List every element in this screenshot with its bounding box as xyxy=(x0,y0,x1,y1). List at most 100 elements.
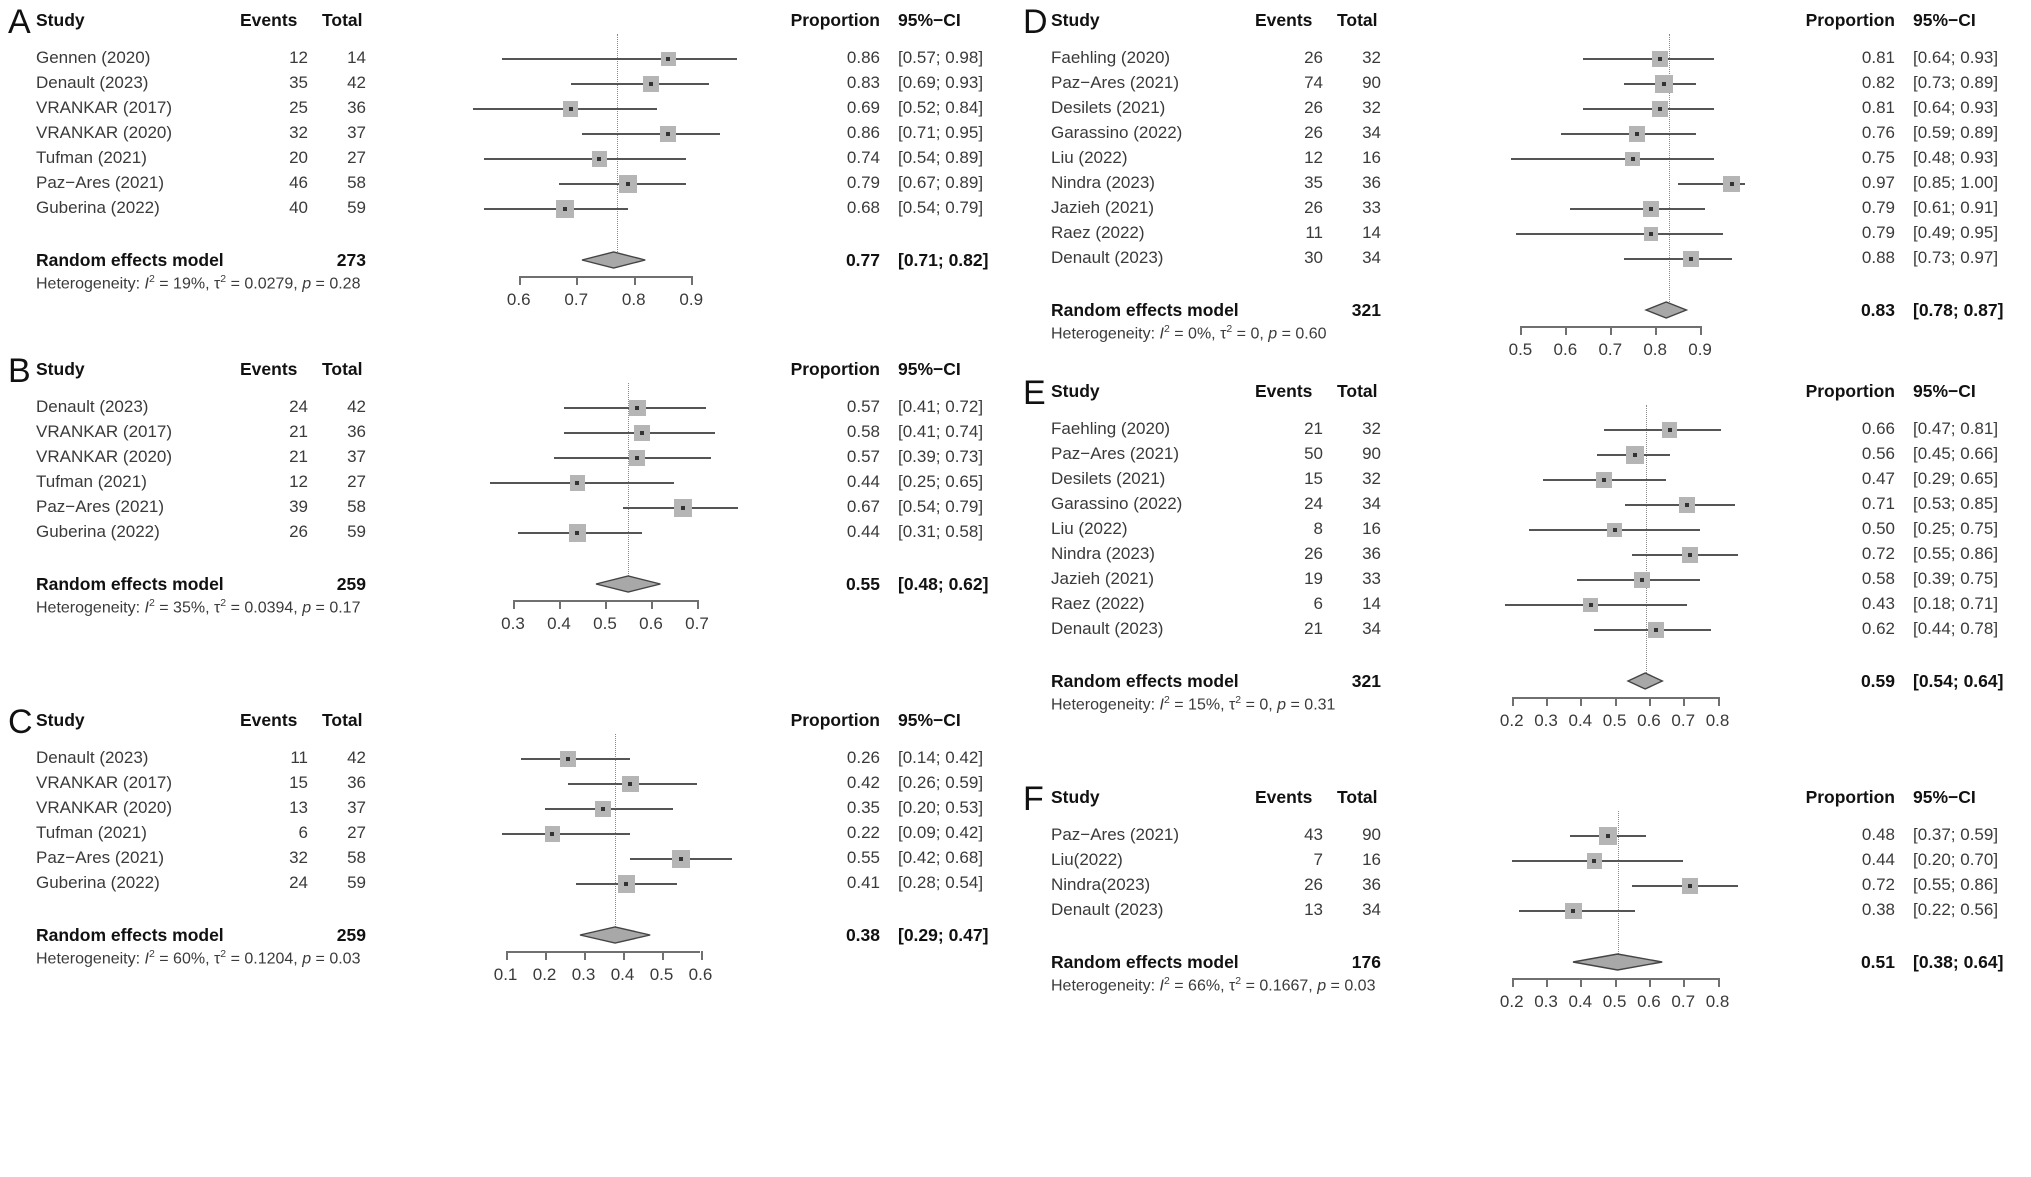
proportion-value: 0.26 xyxy=(846,748,880,767)
study-name: Guberina (2022) xyxy=(36,522,160,541)
effect-point xyxy=(1688,884,1693,888)
effect-point xyxy=(1648,207,1653,211)
effect-point xyxy=(565,757,570,761)
proportion-value: 0.79 xyxy=(846,173,880,192)
total-value: 32 xyxy=(1362,469,1381,488)
axis-tick-label: 0.9 xyxy=(679,290,704,309)
events-value: 12 xyxy=(1304,148,1323,167)
column-header-proportion: Proportion xyxy=(790,710,880,730)
axis-tick xyxy=(1683,697,1686,706)
total-value: 36 xyxy=(1362,875,1381,894)
ci-line xyxy=(1560,133,1696,135)
axis-tick-label: 0.4 xyxy=(1568,711,1593,730)
column-header-ci: 95%−CI xyxy=(1913,10,1976,30)
column-header-ci: 95%−CI xyxy=(898,710,961,730)
total-value: 42 xyxy=(347,397,366,416)
column-header-proportion: Proportion xyxy=(790,10,880,30)
axis-tick xyxy=(622,951,625,960)
column-header-study: Study xyxy=(36,10,85,30)
axis-tick-label: 0.7 xyxy=(564,290,589,309)
total-value: 59 xyxy=(347,522,366,541)
events-value: 6 xyxy=(298,823,308,842)
ci-line xyxy=(1511,158,1714,160)
total-value: 90 xyxy=(1362,73,1381,92)
study-name: Jazieh (2021) xyxy=(1051,569,1155,588)
column-header-proportion: Proportion xyxy=(1805,787,1895,807)
proportion-value: 0.81 xyxy=(1861,98,1895,117)
proportion-value: 0.50 xyxy=(1861,519,1895,538)
column-header-total: Total xyxy=(1337,381,1378,401)
effect-point xyxy=(575,531,580,535)
summary-label: Random effects model xyxy=(36,925,224,945)
column-header-study: Study xyxy=(36,359,85,379)
total-value: 36 xyxy=(1362,544,1381,563)
proportion-value: 0.35 xyxy=(846,798,880,817)
study-name: Guberina (2022) xyxy=(36,873,160,892)
events-value: 21 xyxy=(289,422,308,441)
axis-tick-label: 0.4 xyxy=(1568,992,1593,1011)
axis-tick xyxy=(1520,326,1523,335)
axis-tick-label: 0.8 xyxy=(621,290,646,309)
total-value: 27 xyxy=(347,148,366,167)
total-value: 58 xyxy=(347,173,366,192)
confidence-interval-value: [0.54; 0.79] xyxy=(898,497,984,516)
axis-tick-label: 0.6 xyxy=(506,290,531,309)
effect-point xyxy=(1657,107,1662,111)
panel-letter-d: D xyxy=(1023,3,1048,41)
study-name: Paz−Ares (2021) xyxy=(36,173,165,192)
summary-diamond xyxy=(1626,672,1665,690)
column-header-total: Total xyxy=(322,10,363,30)
events-value: 39 xyxy=(289,497,308,516)
confidence-interval-value: [0.29; 0.65] xyxy=(1913,469,1999,488)
heterogeneity-text: Heterogeneity: I2 = 0%, τ2 = 0, p = 0.60 xyxy=(1051,323,1327,343)
confidence-interval-value: [0.22; 0.56] xyxy=(1913,900,1999,919)
axis-tick xyxy=(1511,978,1514,987)
total-value: 59 xyxy=(347,873,366,892)
heterogeneity-text: Heterogeneity: I2 = 15%, τ2 = 0, p = 0.3… xyxy=(1051,694,1336,714)
panel-c: C Study Events Total Proportion 95%−CI Denault… xyxy=(0,700,1016,1100)
confidence-interval-value: [0.20; 0.70] xyxy=(1913,850,1999,869)
axis-tick-label: 0.2 xyxy=(532,965,557,984)
confidence-interval-value: [0.73; 0.89] xyxy=(1913,73,1999,92)
total-value: 58 xyxy=(347,848,366,867)
study-name: Tufman (2021) xyxy=(36,472,147,491)
axis-tick-label: 0.6 xyxy=(688,965,713,984)
summary-label: Random effects model xyxy=(1051,671,1239,691)
events-value: 25 xyxy=(289,98,308,117)
axis-tick xyxy=(651,600,653,609)
axis-tick-label: 0.6 xyxy=(639,614,663,633)
total-value: 59 xyxy=(347,198,366,217)
axis-tick-label: 0.9 xyxy=(1688,340,1712,359)
effect-point xyxy=(1602,478,1607,482)
total-value: 32 xyxy=(1362,98,1381,117)
study-name: Garassino (2022) xyxy=(1051,123,1183,142)
events-value: 19 xyxy=(1304,569,1323,588)
summary-ci: [0.29; 0.47] xyxy=(898,925,989,945)
proportion-value: 0.82 xyxy=(1861,73,1895,92)
column-header-events: Events xyxy=(240,710,298,730)
summary-ci: [0.54; 0.64] xyxy=(1913,671,2004,691)
panel-d: D Study Events Total Proportion 95%−CI Faehlin… xyxy=(1015,0,2031,400)
events-value: 32 xyxy=(289,123,308,142)
axis-tick xyxy=(1511,697,1514,706)
confidence-interval-value: [0.25; 0.75] xyxy=(1913,519,1999,538)
proportion-value: 0.67 xyxy=(846,497,880,516)
confidence-interval-value: [0.57; 0.98] xyxy=(898,48,984,67)
heterogeneity-text: Heterogeneity: I2 = 66%, τ2 = 0.1667, p … xyxy=(1051,975,1376,995)
column-header-events: Events xyxy=(240,10,298,30)
summary-diamond xyxy=(1644,301,1689,319)
axis-tick-label: 0.5 xyxy=(593,614,617,633)
column-header-ci: 95%−CI xyxy=(898,10,961,30)
events-value: 50 xyxy=(1304,444,1323,463)
proportion-value: 0.69 xyxy=(846,98,880,117)
confidence-interval-value: [0.55; 0.86] xyxy=(1913,544,1999,563)
proportion-value: 0.41 xyxy=(846,873,880,892)
study-name: Garassino (2022) xyxy=(1051,494,1183,513)
axis-tick xyxy=(1700,326,1703,335)
proportion-value: 0.86 xyxy=(846,48,880,67)
total-value: 27 xyxy=(347,472,366,491)
total-value: 32 xyxy=(1362,48,1381,67)
proportion-value: 0.44 xyxy=(846,472,880,491)
ci-line xyxy=(570,83,709,85)
events-value: 8 xyxy=(1313,519,1323,538)
